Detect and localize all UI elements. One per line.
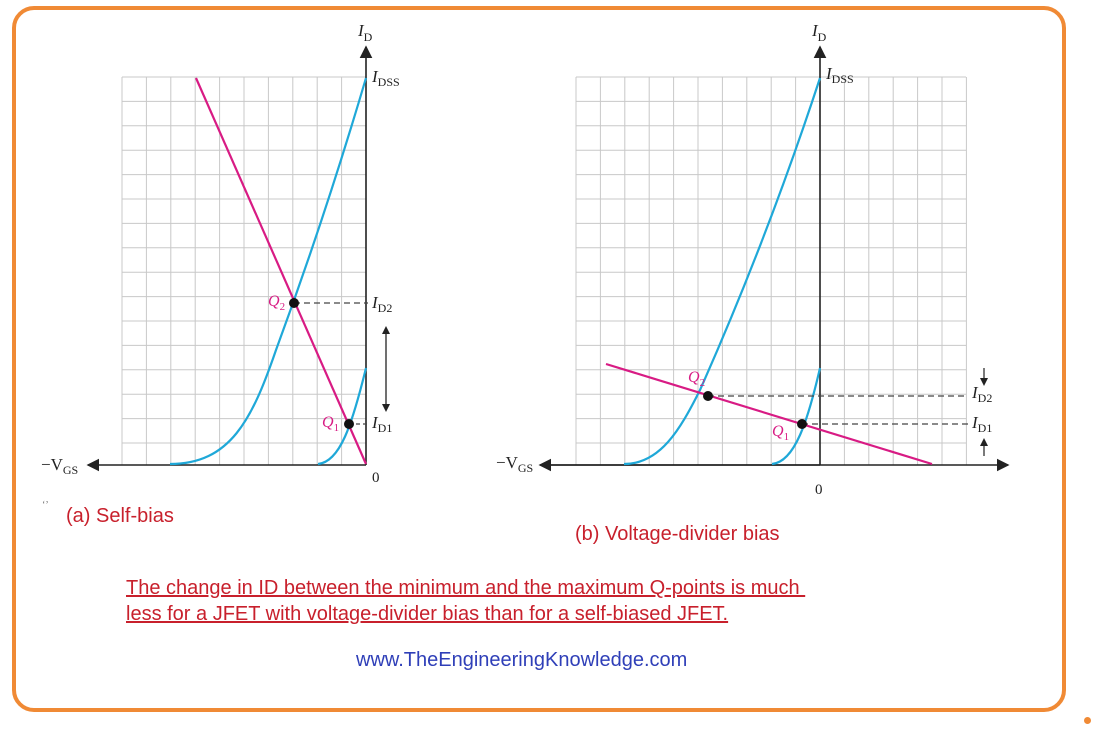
- q1-point-b: [797, 419, 807, 429]
- website-link[interactable]: www.TheEngineeringKnowledge.com: [356, 649, 688, 671]
- q1-label-a: Q1: [322, 414, 339, 434]
- corner-dot: [1084, 717, 1091, 724]
- panel-a: ID IDSS ID2 ID1 −VGS 0 Q2 Q1: [41, 21, 400, 486]
- note-line-2: less for a JFET with voltage-divider bia…: [126, 603, 729, 625]
- origin-label-a: 0: [372, 470, 380, 486]
- id-axis-label-a: ID: [357, 21, 373, 44]
- explanation-note: The change in ID between the minimum and…: [126, 575, 805, 627]
- origin-label-b: 0: [815, 482, 823, 498]
- id1-label-a: ID1: [371, 413, 392, 435]
- vgs-axis-label-b: −VGS: [496, 453, 533, 475]
- caption-self-bias: (a) Self-bias: [66, 505, 174, 527]
- q2-point-b: [703, 391, 713, 401]
- vgs-axis-label-a: −VGS: [41, 455, 78, 477]
- load-line-a: [194, 77, 368, 465]
- note-line-1: The change in ID between the minimum and…: [126, 577, 806, 599]
- id1-label-b: ID1: [971, 413, 992, 435]
- caption-voltage-divider-bias: (b) Voltage-divider bias: [575, 523, 780, 545]
- q2-label-a: Q2: [268, 293, 285, 313]
- q1-label-b: Q1: [772, 423, 789, 443]
- idss-label-a: IDSS: [371, 67, 400, 89]
- id2-arrow-head-b: [980, 378, 988, 386]
- id1-arrow-head-b: [980, 438, 988, 446]
- grid-a: [121, 76, 367, 465]
- stray-mark: ‘’: [42, 500, 49, 511]
- q1-point-a: [344, 419, 354, 429]
- id2-label-b: ID2: [971, 383, 992, 405]
- outer-frame: [12, 6, 1066, 712]
- idss-label-b: IDSS: [825, 64, 854, 86]
- load-line-b: [605, 362, 933, 466]
- delta-arrow-up-a: [382, 326, 390, 334]
- delta-arrow-down-a: [382, 404, 390, 412]
- transfer-curve-max-a: [169, 77, 368, 466]
- panel-b: ID IDSS ID2 ID1 −VGS 0 Q2 Q1: [496, 21, 1010, 498]
- id2-label-a: ID2: [371, 293, 392, 315]
- transfer-curve-min-a: [317, 367, 368, 466]
- transfer-curve-max-b: [623, 77, 822, 466]
- id-axis-label-b: ID: [811, 21, 827, 44]
- transfer-curve-min-b: [771, 367, 822, 466]
- q2-label-b: Q2: [688, 369, 705, 389]
- grid-b: [575, 76, 967, 465]
- q2-point-a: [289, 298, 299, 308]
